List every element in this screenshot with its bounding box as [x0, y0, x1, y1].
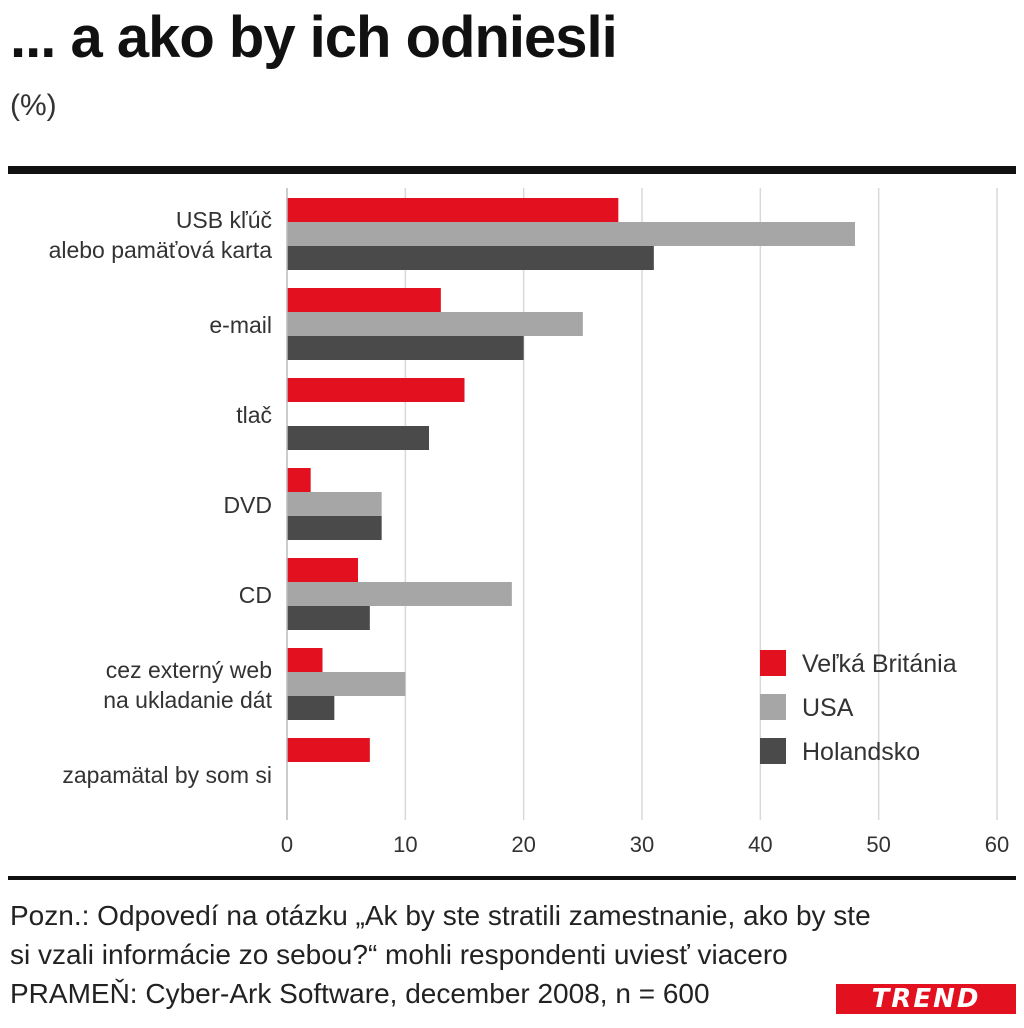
legend-label: Veľká Británia: [802, 650, 957, 678]
bar-1-veľká-británia: [287, 198, 619, 222]
category-label: na ukladanie dát: [103, 687, 272, 713]
bar-2-veľká-británia: [287, 288, 441, 312]
bar-4-usa: [287, 492, 382, 516]
source-note: PRAMEŇ: Cyber-Ark Software, december 200…: [10, 978, 710, 1009]
legend-label: Holandsko: [802, 738, 920, 766]
category-label: zapamätal by som si: [62, 762, 272, 788]
bar-6-holandsko: [287, 696, 335, 720]
bottom-rule: [8, 876, 1016, 880]
trend-logo-text: TREND: [871, 984, 981, 1014]
bar-5-veľká-británia: [287, 558, 358, 582]
unit-label: (%): [10, 89, 57, 122]
bar-6-veľká-británia: [287, 648, 323, 672]
category-label: alebo pamäťová karta: [49, 237, 273, 263]
legend-swatch-usa: [760, 694, 786, 720]
footnote-line-1: Pozn.: Odpovedí na otázku „Ak by ste str…: [10, 900, 871, 931]
top-rule: [8, 166, 1016, 174]
x-tick-label-30: 30: [630, 832, 654, 857]
legend-swatch-veľká-británia: [760, 650, 786, 676]
x-tick-label-0: 0: [281, 832, 293, 857]
category-label: tlač: [236, 402, 272, 428]
x-tick-label-10: 10: [393, 832, 417, 857]
category-label: cez externý web: [106, 657, 272, 683]
category-label: DVD: [223, 492, 272, 518]
bar-1-usa: [287, 222, 855, 246]
bar-6-usa: [287, 672, 406, 696]
trend-logo: TREND: [836, 984, 1016, 1014]
bar-1-holandsko: [287, 246, 654, 270]
bar-2-holandsko: [287, 336, 524, 360]
bar-4-holandsko: [287, 516, 382, 540]
footnote-line-2: si vzali informácie zo sebou?“ mohli res…: [10, 939, 788, 970]
x-tick-label-20: 20: [511, 832, 535, 857]
chart-title: ... a ako by ich odniesli: [10, 5, 618, 70]
category-label: e-mail: [209, 312, 272, 338]
x-tick-label-50: 50: [866, 832, 890, 857]
category-label: USB kľúč: [176, 207, 272, 233]
bar-3-holandsko: [287, 426, 429, 450]
bar-2-usa: [287, 312, 583, 336]
x-tick-label-40: 40: [748, 832, 772, 857]
legend-label: USA: [802, 694, 854, 722]
bar-7-veľká-británia: [287, 738, 370, 762]
bar-3-veľká-británia: [287, 378, 465, 402]
bar-5-usa: [287, 582, 512, 606]
bar-4-veľká-británia: [287, 468, 311, 492]
x-tick-label-60: 60: [985, 832, 1009, 857]
legend-swatch-holandsko: [760, 738, 786, 764]
category-label: CD: [239, 582, 272, 608]
bar-5-holandsko: [287, 606, 370, 630]
bar-chart: USB kľúč alebo pamäťová karta e-mail tlač DV…: [49, 188, 1009, 857]
